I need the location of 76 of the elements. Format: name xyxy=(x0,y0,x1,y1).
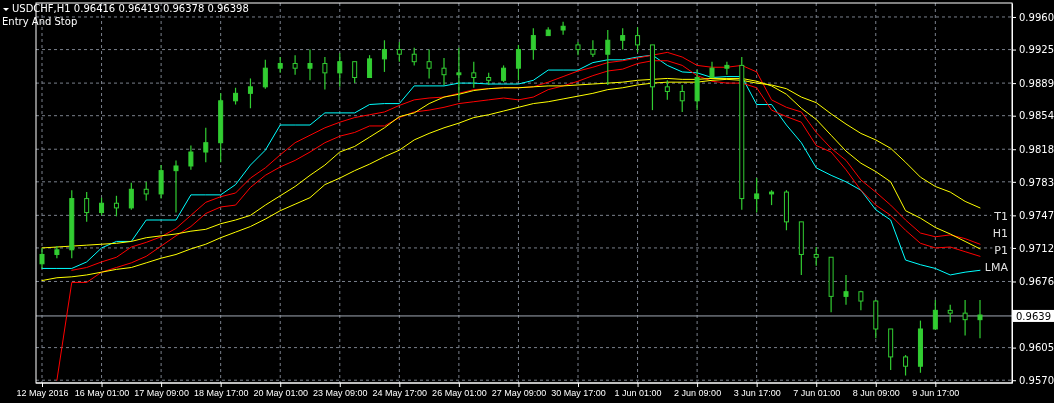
candlestick xyxy=(664,79,670,101)
candlestick xyxy=(247,77,253,109)
x-tick-label: 20 May 01:00 xyxy=(253,388,308,399)
candlestick xyxy=(262,59,268,90)
candlestick xyxy=(590,39,596,58)
x-tick-label: 1 Jun 01:00 xyxy=(614,388,662,399)
candlestick xyxy=(367,54,373,79)
candlestick xyxy=(39,247,45,270)
candlestick xyxy=(679,84,685,113)
candlestick xyxy=(932,299,938,330)
x-tick-label: 2 Jun 09:00 xyxy=(674,388,722,399)
y-tick-label: 0.9783 xyxy=(1019,176,1054,188)
x-tick-label: 26 May 01:00 xyxy=(432,388,487,399)
candlestick xyxy=(113,195,119,217)
candlestick xyxy=(813,246,819,267)
y-tick-label: 0.9960 xyxy=(1019,11,1054,23)
candlestick xyxy=(441,57,447,86)
candlestick xyxy=(635,26,641,53)
candlestick xyxy=(694,69,700,111)
candlestick xyxy=(292,54,298,76)
x-tick-label: 8 Jun 09:00 xyxy=(852,388,900,399)
candlestick xyxy=(84,191,90,223)
candlestick xyxy=(426,48,432,80)
text: T1 xyxy=(993,210,1008,223)
text: P1 xyxy=(994,244,1008,257)
candlestick xyxy=(903,354,909,377)
candlestick xyxy=(843,274,849,306)
candlestick xyxy=(471,61,477,89)
chart-title: USDCHF,H1 0.96416 0.96419 0.96378 0.96398 xyxy=(12,3,249,14)
candlestick xyxy=(456,47,462,101)
candlestick xyxy=(977,299,983,339)
x-tick-label: 7 Jun 01:00 xyxy=(793,388,841,399)
line-series xyxy=(56,60,981,381)
y-tick-label: 0.9925 xyxy=(1019,44,1054,56)
candlestick xyxy=(128,182,134,211)
x-tick-label: 3 Jun 17:00 xyxy=(733,388,781,399)
candlestick xyxy=(188,144,194,171)
candlestick xyxy=(307,48,313,81)
candlestick xyxy=(515,44,521,81)
candlestick xyxy=(620,27,626,51)
candlestick xyxy=(143,181,149,202)
candlestick xyxy=(381,39,387,73)
y-tick-label: 0.9889 xyxy=(1019,77,1054,89)
candlestick xyxy=(530,27,536,61)
candlestick xyxy=(724,61,730,76)
ref-line-label: 0.9639 xyxy=(1016,310,1051,322)
y-tick-label: 0.9570 xyxy=(1019,374,1054,386)
y-tick-label: 0.9676 xyxy=(1019,276,1054,288)
candlestick xyxy=(560,21,566,36)
y-tick-label: 0.9818 xyxy=(1019,143,1054,155)
x-tick-label: 23 May 09:00 xyxy=(313,388,368,399)
x-tick-label: 9 Jun 17:00 xyxy=(912,388,960,399)
candlestick xyxy=(352,61,358,84)
y-tick-label: 0.9605 xyxy=(1019,342,1054,354)
y-tick-label: 0.9747 xyxy=(1019,210,1054,222)
candlestick xyxy=(337,52,343,88)
x-tick-label: 24 May 17:00 xyxy=(372,388,428,399)
x-tick-label: 12 May 2016 xyxy=(16,388,69,399)
candlestick xyxy=(396,41,402,63)
y-tick-label: 0.9712 xyxy=(1019,242,1054,254)
annotation: LMA xyxy=(984,261,1009,274)
candlestick xyxy=(322,56,328,91)
candlestick xyxy=(605,29,611,86)
candlestick xyxy=(754,177,760,214)
candlestick xyxy=(203,127,209,163)
text: H1 xyxy=(992,227,1008,240)
x-tick-label: 17 May 09:00 xyxy=(134,388,189,399)
x-tick-label: 18 May 17:00 xyxy=(193,388,249,399)
x-tick-label: 30 May 17:00 xyxy=(551,388,606,399)
text: Entry And Stop xyxy=(2,16,78,27)
candlestick xyxy=(962,299,968,337)
candlestick xyxy=(173,159,179,214)
candlestick xyxy=(158,164,164,200)
y-tick-label: 0.9854 xyxy=(1019,110,1054,122)
x-tick-label: 27 May 09:00 xyxy=(491,388,547,399)
x-tick-label: 16 May 01:00 xyxy=(74,388,130,399)
